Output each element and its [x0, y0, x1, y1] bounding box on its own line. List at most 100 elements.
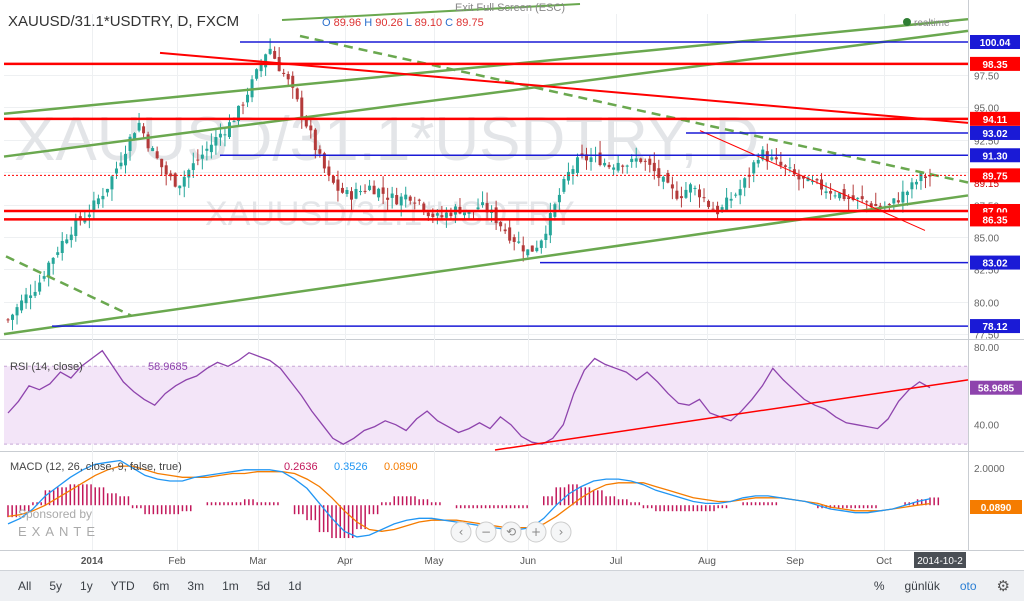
level-label-box — [970, 56, 1020, 71]
range-1y-button[interactable]: 1y — [80, 579, 93, 593]
candle-body — [309, 125, 313, 131]
candle-body — [119, 162, 123, 167]
candle-body — [322, 153, 326, 169]
candle-body — [616, 162, 620, 171]
candle-body — [905, 191, 909, 196]
candle-body — [128, 136, 132, 152]
rsi-band — [4, 366, 968, 445]
candle-body — [431, 213, 435, 218]
candle-body — [345, 189, 349, 194]
level-label: 83.02 — [982, 259, 1007, 270]
candle-body — [603, 162, 607, 166]
candle-body — [327, 166, 331, 176]
candle-body — [887, 203, 891, 205]
candle-body — [191, 163, 195, 171]
gear-icon[interactable]: ⚙ — [996, 578, 1010, 595]
period-button[interactable]: günlük — [904, 579, 940, 593]
candle-body — [815, 179, 819, 181]
range-ytd-button[interactable]: YTD — [110, 579, 135, 593]
candle-body — [38, 282, 42, 292]
candle-body — [422, 203, 426, 212]
percent-scale-button[interactable]: % — [873, 579, 885, 593]
candle-body — [151, 148, 155, 152]
candle-body — [74, 218, 78, 237]
candle-body — [92, 200, 96, 212]
candle-body — [173, 173, 177, 187]
exit-fullscreen-hint[interactable]: Exit Full Screen (ESC) — [455, 2, 566, 14]
price-tick-label: 97.50 — [974, 72, 999, 83]
candle-body — [824, 191, 828, 194]
rsi-tick-label: 40.00 — [974, 421, 999, 432]
nav-control-glyph: + — [531, 525, 541, 539]
candle-body — [223, 134, 227, 136]
candle-body — [512, 237, 516, 242]
bottom-toolbar: All 5y 1y YTD 6m 3m 1m 5d 1d % günlük ot… — [0, 570, 1024, 601]
green-trendline-mid — [3, 29, 969, 158]
candle-body — [770, 157, 774, 160]
candle-body — [11, 314, 15, 320]
auto-scale-button[interactable]: oto — [959, 579, 977, 593]
candle-body — [209, 144, 213, 153]
candle-body — [386, 197, 390, 200]
date-tick-label: Apr — [337, 556, 353, 567]
candle-body — [792, 169, 796, 175]
candle-body — [761, 149, 765, 160]
candle-body — [485, 203, 489, 213]
sponsor-line2: EXANTE — [18, 524, 100, 539]
candle-body — [521, 245, 525, 252]
candle-body — [399, 196, 403, 206]
candle-body — [462, 212, 466, 216]
range-3m-button[interactable]: 3m — [187, 579, 205, 593]
candle-body — [503, 229, 507, 232]
range-5d-button[interactable]: 5d — [256, 579, 271, 593]
candle-body — [359, 191, 363, 193]
level-label-box — [970, 212, 1020, 227]
nav-control-icon[interactable] — [450, 521, 472, 543]
candle-body — [124, 153, 128, 166]
rsi-tick-label: 80.00 — [974, 343, 999, 354]
candle-body — [395, 195, 399, 205]
price-tick-label: 92.50 — [974, 137, 999, 148]
candle-body — [164, 165, 168, 175]
range-6m-button[interactable]: 6m — [152, 579, 170, 593]
candle-body — [544, 233, 548, 241]
nav-control-icon[interactable] — [475, 521, 497, 543]
candle-body — [711, 208, 715, 210]
candle-body — [227, 122, 231, 138]
chart-canvas[interactable]: 77.5080.0082.5085.0087.5090.0092.5095.00… — [0, 0, 1024, 570]
macd-value-box — [970, 500, 1022, 514]
candle-body — [557, 194, 561, 203]
candle-body — [838, 192, 842, 199]
candle-body — [630, 158, 634, 162]
candle-body — [657, 168, 661, 178]
nav-control-icon[interactable] — [550, 521, 572, 543]
candle-body — [896, 200, 900, 203]
candle-body — [33, 291, 37, 296]
range-all-button[interactable]: All — [18, 579, 32, 593]
range-1m-button[interactable]: 1m — [222, 579, 239, 593]
nav-control-icon[interactable] — [525, 521, 547, 543]
rsi-value-box — [970, 380, 1022, 395]
candle-body — [133, 133, 137, 141]
candle-body — [372, 185, 376, 195]
toolbar-right-group: % günlük oto ⚙ — [864, 571, 1024, 601]
candle-body — [169, 173, 173, 177]
nav-control-icon[interactable] — [500, 521, 522, 543]
range-5y-button[interactable]: 5y — [49, 579, 63, 593]
price-tick-label: 80.00 — [974, 299, 999, 310]
macd-hist-value: 0.2636 — [284, 461, 318, 473]
price-tick-label: 85.00 — [974, 234, 999, 245]
candle-body — [598, 152, 602, 165]
candle-body — [187, 170, 191, 178]
candle-body — [892, 198, 896, 204]
candle-body — [282, 72, 286, 74]
candle-body — [481, 202, 485, 206]
candle-body — [178, 185, 182, 189]
realtime-label: realtime — [914, 18, 950, 29]
candle-body — [318, 149, 322, 154]
candle-body — [300, 97, 304, 118]
price-tick-label: 82.50 — [974, 266, 999, 277]
candle-body — [829, 191, 833, 194]
range-1d-button[interactable]: 1d — [288, 579, 302, 593]
ohlc-values: O 89.96 H 90.26 L 89.10 C 89.75 — [322, 17, 484, 29]
